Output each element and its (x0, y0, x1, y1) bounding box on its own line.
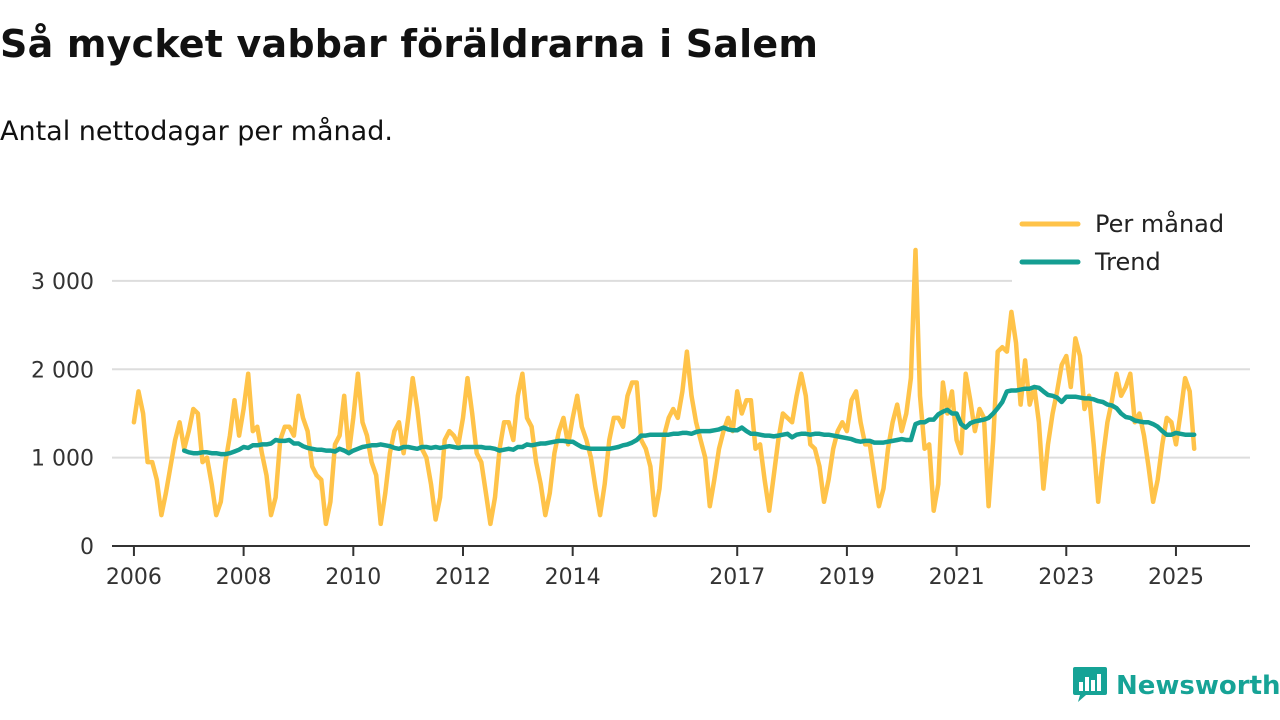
x-tick-label: 2008 (216, 565, 272, 590)
x-tick-label: 2023 (1038, 565, 1094, 590)
x-tick-label: 2014 (545, 565, 601, 590)
legend: Per månad Trend (1012, 206, 1250, 290)
x-tick-label: 2019 (819, 565, 875, 590)
x-tick-label: 2017 (709, 565, 765, 590)
series-line-trend (181, 384, 1197, 457)
y-axis: 0 1 000 2 000 3 000 (31, 270, 94, 560)
brand: Newsworthy (1072, 666, 1280, 706)
chart-title: Så mycket vabbar föräldrarna i Salem (0, 22, 819, 66)
x-axis: 2006 2008 2010 2012 2014 2017 2019 2021 2023 2025 (106, 545, 1250, 590)
y-tick-label: 3 000 (31, 270, 94, 295)
x-tick-label: 2010 (325, 565, 381, 590)
series-layer (131, 247, 1197, 527)
x-tick-label: 2025 (1148, 565, 1204, 590)
y-tick-label: 1 000 (31, 447, 94, 472)
y-tick-label: 2 000 (31, 358, 94, 383)
y-tick-label: 0 (80, 535, 94, 560)
newsworthy-logo-icon (1072, 665, 1108, 707)
legend-label-monthly: Per månad (1095, 209, 1224, 238)
x-tick-label: 2006 (106, 565, 162, 590)
x-tick-label: 2012 (435, 565, 491, 590)
brand-name: Newsworthy (1116, 671, 1280, 701)
legend-background (1012, 206, 1250, 290)
x-tick-label: 2021 (929, 565, 985, 590)
chart-subtitle: Antal nettodagar per månad. (0, 116, 393, 147)
legend-label-trend: Trend (1094, 248, 1161, 276)
